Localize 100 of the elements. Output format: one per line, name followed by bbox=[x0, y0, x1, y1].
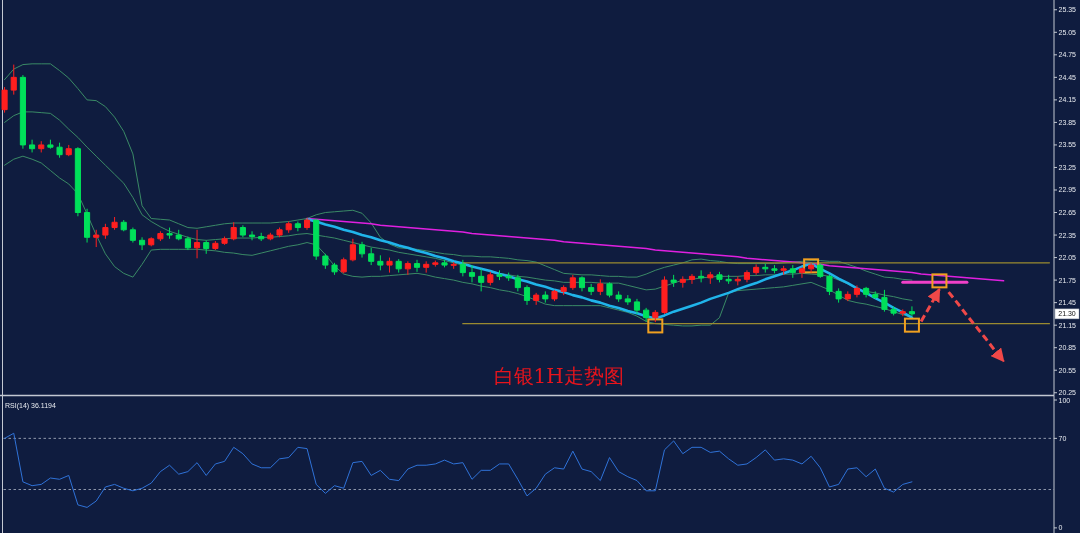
point bbox=[931, 273, 948, 289]
candlestick bbox=[285, 221, 292, 234]
candlestick bbox=[853, 284, 861, 298]
candlestick bbox=[432, 260, 439, 268]
candlestick bbox=[789, 264, 796, 279]
candlestick bbox=[560, 284, 567, 296]
candlestick bbox=[468, 264, 476, 283]
candlestick bbox=[817, 263, 824, 279]
candlestick bbox=[423, 260, 430, 274]
candlestick bbox=[441, 259, 448, 268]
point bbox=[647, 318, 664, 334]
candlestick bbox=[193, 229, 201, 259]
candlestick bbox=[184, 236, 191, 251]
candlestick bbox=[633, 298, 641, 315]
candlestick bbox=[514, 274, 521, 292]
candlestick bbox=[523, 284, 531, 306]
candlestick bbox=[395, 258, 402, 274]
candlestick bbox=[588, 283, 595, 296]
candlestick bbox=[450, 261, 457, 270]
candlestick bbox=[349, 238, 356, 262]
candlestick bbox=[679, 275, 686, 289]
candlestick bbox=[505, 272, 512, 282]
candlestick bbox=[404, 260, 411, 276]
candlestick bbox=[496, 269, 503, 281]
candlestick bbox=[670, 274, 677, 288]
candlestick bbox=[459, 259, 466, 277]
candlestick bbox=[899, 308, 906, 317]
candlestick bbox=[111, 216, 118, 231]
candlestick bbox=[65, 144, 72, 157]
candlestick bbox=[798, 266, 806, 279]
candlestick bbox=[716, 271, 723, 283]
candlestick bbox=[230, 221, 237, 241]
candlestick bbox=[762, 263, 769, 274]
candlestick bbox=[808, 262, 815, 274]
candlestick bbox=[203, 239, 210, 255]
candlestick bbox=[771, 264, 778, 274]
candlestick bbox=[707, 271, 714, 285]
candlestick bbox=[1, 86, 8, 114]
candlestick bbox=[780, 265, 787, 276]
candlestick bbox=[578, 275, 586, 292]
candlestick bbox=[413, 259, 421, 273]
candlestick bbox=[340, 257, 347, 274]
candlestick bbox=[248, 230, 256, 241]
candlestick bbox=[331, 262, 338, 276]
candlestick bbox=[826, 274, 833, 296]
candlestick bbox=[221, 236, 228, 246]
text: 白银1H走势图 bbox=[493, 364, 624, 388]
candlestick bbox=[872, 290, 879, 300]
candlestick bbox=[643, 307, 650, 322]
candlestick bbox=[29, 139, 36, 153]
candlestick bbox=[698, 269, 705, 283]
candlestick bbox=[734, 275, 741, 286]
candlestick bbox=[890, 305, 897, 316]
candlestick bbox=[863, 286, 870, 298]
candlestick bbox=[661, 275, 668, 315]
candlestick bbox=[358, 241, 366, 259]
candlestick bbox=[569, 274, 576, 291]
candlestick bbox=[688, 273, 696, 285]
candlestick bbox=[303, 217, 311, 231]
candlestick bbox=[212, 240, 219, 251]
candlestick bbox=[368, 247, 375, 266]
point bbox=[903, 317, 920, 333]
candlestick bbox=[38, 140, 45, 153]
candlestick bbox=[386, 257, 393, 274]
candlestick bbox=[606, 281, 613, 298]
candlestick bbox=[551, 289, 558, 302]
candlestick bbox=[487, 271, 494, 286]
candlestick bbox=[47, 139, 54, 150]
candlestick bbox=[322, 253, 329, 270]
candlestick bbox=[294, 221, 301, 232]
candlestick bbox=[56, 142, 63, 159]
line-series bbox=[4, 432, 913, 508]
candlestick bbox=[542, 290, 549, 304]
candlestick bbox=[138, 236, 146, 251]
candlestick bbox=[377, 254, 384, 271]
candlestick bbox=[74, 146, 81, 217]
point bbox=[803, 258, 820, 274]
candlestick bbox=[120, 219, 127, 232]
candlestick bbox=[725, 274, 732, 285]
candlestick bbox=[166, 227, 173, 240]
candlestick bbox=[102, 223, 109, 240]
candlestick bbox=[239, 224, 246, 238]
candlestick bbox=[129, 227, 136, 244]
candlestick bbox=[93, 229, 100, 248]
candlestick bbox=[844, 290, 851, 302]
candlestick bbox=[615, 290, 622, 303]
candlestick bbox=[652, 309, 659, 323]
candlestick bbox=[313, 218, 320, 261]
candlestick bbox=[258, 232, 265, 242]
candlestick bbox=[533, 292, 540, 306]
candlestick bbox=[175, 229, 182, 241]
candlestick bbox=[478, 268, 485, 292]
candlestick bbox=[881, 289, 888, 313]
candlestick bbox=[276, 227, 283, 238]
candlestick bbox=[624, 294, 631, 306]
candlestick bbox=[10, 64, 17, 96]
candlestick bbox=[84, 208, 91, 244]
candlestick bbox=[157, 230, 164, 242]
candlestick bbox=[19, 74, 26, 150]
candlestick bbox=[148, 236, 155, 247]
